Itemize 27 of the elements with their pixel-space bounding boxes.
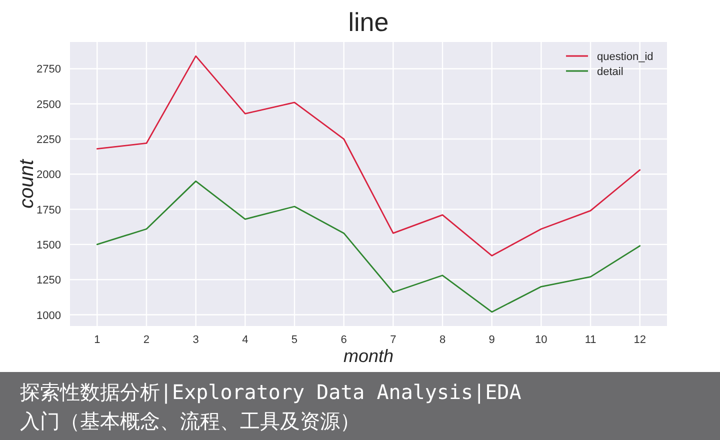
x-tick-label: 4 — [242, 334, 248, 346]
y-tick-label: 1750 — [36, 204, 61, 216]
x-tick-label: 5 — [291, 334, 298, 346]
x-tick-label: 3 — [192, 334, 199, 346]
chart-title: line — [348, 7, 389, 37]
y-tick-label: 2000 — [36, 169, 61, 182]
y-tick-label: 1000 — [36, 310, 61, 322]
y-tick-label: 2750 — [36, 64, 61, 76]
y-tick-label: 2250 — [36, 134, 61, 146]
x-tick-label: 8 — [439, 334, 446, 346]
text: 探索性数据分析|Exploratory Data Analysis|EDA 入门（基本概念、流程、工具及资源） — [20, 379, 522, 435]
x-tick-label: 7 — [390, 334, 396, 346]
x-tick-label: 6 — [340, 334, 347, 346]
x-tick-label: 11 — [584, 334, 596, 346]
x-axis-title: month — [343, 346, 394, 366]
y-tick-label: 1500 — [36, 239, 61, 252]
y-axis-title: count — [16, 158, 38, 208]
legend-label: question_id — [597, 51, 654, 63]
line-series — [96, 180, 641, 313]
x-tick-label: 10 — [535, 334, 548, 346]
x-tick-label: 9 — [488, 334, 495, 346]
y-tick-label: 2500 — [36, 98, 61, 111]
x-tick-label: 12 — [634, 334, 646, 346]
y-tick-label: 1250 — [36, 274, 61, 287]
x-tick-label: 1 — [94, 334, 100, 346]
legend-label: detail — [597, 66, 624, 78]
x-tick-label: 2 — [143, 334, 150, 346]
